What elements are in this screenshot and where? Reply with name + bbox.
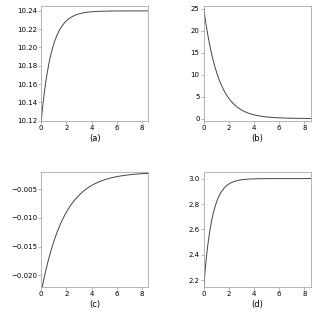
X-axis label: (b): (b) <box>251 134 263 143</box>
X-axis label: (d): (d) <box>251 300 263 309</box>
X-axis label: (a): (a) <box>89 134 100 143</box>
X-axis label: (c): (c) <box>89 300 100 309</box>
